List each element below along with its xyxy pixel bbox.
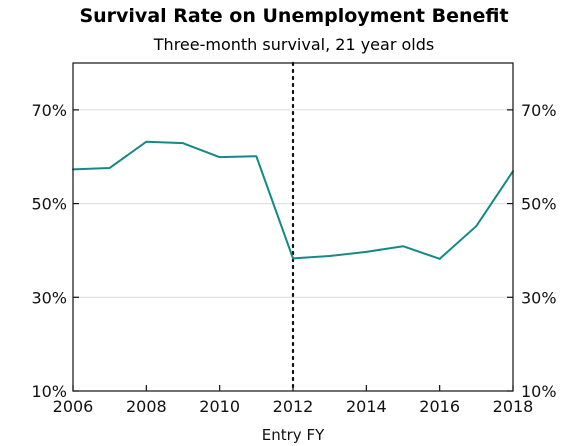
y-tick-right-label: 50%	[521, 195, 557, 214]
x-tick-label: 2008	[126, 397, 167, 416]
y-axis-left-ticks: 10% 30% 50% 70%	[31, 101, 79, 401]
y-tick-left-label: 30%	[31, 288, 67, 307]
x-tick-label: 2006	[53, 397, 94, 416]
series-layer	[72, 140, 514, 260]
x-axis-ticks: 2006 2008 2010 2012 2014 2016 2018	[53, 385, 534, 416]
series-line	[72, 140, 514, 260]
y-tick-right-label: 70%	[521, 101, 557, 120]
x-tick-label: 2014	[346, 397, 387, 416]
y-tick-left-label: 70%	[31, 101, 67, 120]
y-axis-right-ticks: 10% 30% 50% 70%	[507, 101, 557, 401]
x-tick-label: 2016	[419, 397, 460, 416]
x-tick-label: 2018	[493, 397, 534, 416]
y-tick-right-label: 10%	[521, 382, 557, 401]
y-tick-left-label: 10%	[31, 382, 67, 401]
x-axis-label: Entry FY	[262, 426, 325, 444]
x-tick-label: 2012	[273, 397, 314, 416]
x-tick-label: 2010	[199, 397, 240, 416]
y-tick-right-label: 30%	[521, 288, 557, 307]
chart-title: Survival Rate on Unemployment Benefit	[79, 5, 508, 27]
y-tick-left-label: 50%	[31, 195, 67, 214]
chart-subtitle: Three-month survival, 21 year olds	[153, 35, 434, 54]
